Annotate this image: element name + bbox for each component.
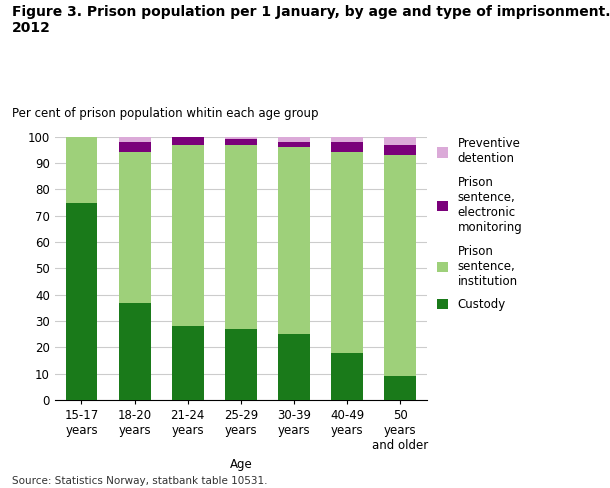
Bar [172, 326, 204, 400]
Bar [119, 142, 151, 152]
Bar [331, 142, 363, 152]
Bar [65, 137, 98, 203]
Bar [384, 155, 417, 376]
Bar [384, 376, 417, 400]
Bar [384, 137, 417, 144]
Bar [278, 137, 310, 142]
Bar [119, 303, 151, 400]
Bar [172, 137, 204, 144]
Text: Per cent of prison population whitin each age group: Per cent of prison population whitin eac… [12, 107, 318, 121]
Bar [331, 137, 363, 142]
Bar [225, 329, 257, 400]
Bar [278, 147, 310, 334]
Bar [225, 137, 257, 139]
X-axis label: Age: Age [229, 458, 253, 471]
Bar [331, 152, 363, 353]
Bar [384, 144, 417, 155]
Bar [172, 144, 204, 326]
Text: Figure 3. Prison population per 1 January, by age and type of imprisonment.
2012: Figure 3. Prison population per 1 Januar… [12, 5, 610, 35]
Legend: Preventive
detention, Prison
sentence,
electronic
monitoring, Prison
sentence,
i: Preventive detention, Prison sentence, e… [437, 137, 523, 311]
Bar [278, 334, 310, 400]
Bar [225, 139, 257, 144]
Text: Source: Statistics Norway, statbank table 10531.: Source: Statistics Norway, statbank tabl… [12, 476, 268, 486]
Bar [65, 203, 98, 400]
Bar [331, 353, 363, 400]
Bar [278, 142, 310, 147]
Bar [119, 152, 151, 303]
Bar [119, 137, 151, 142]
Bar [225, 144, 257, 329]
